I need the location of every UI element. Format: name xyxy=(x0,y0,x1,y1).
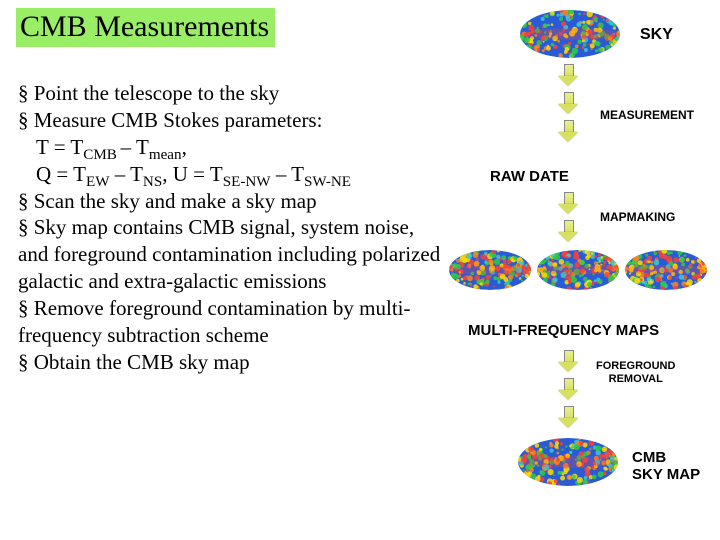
arrow-down-icon xyxy=(558,406,578,428)
bullet-item: Obtain the CMB sky map xyxy=(18,349,448,376)
bullet-item: Sky map contains CMB signal, system nois… xyxy=(18,214,448,295)
label-multi-freq: MULTI-FREQUENCY MAPS xyxy=(468,322,659,339)
cmb-sky-map xyxy=(518,438,618,486)
arrow-down-icon xyxy=(558,378,578,400)
arrow-down-icon xyxy=(558,92,578,114)
freq-map xyxy=(625,250,707,290)
slide-title: CMB Measurements xyxy=(16,8,275,47)
arrow-down-icon xyxy=(558,64,578,86)
bullet-continuation: Q = TEW – TNS, U = TSE-NW – TSW-NE xyxy=(18,161,448,188)
sky-map xyxy=(520,10,620,58)
freq-map xyxy=(449,250,531,290)
arrow-down-icon xyxy=(558,192,578,214)
label-raw-date: RAW DATE xyxy=(490,168,569,185)
label-foreground: FOREGROUNDREMOVAL xyxy=(596,360,675,385)
bullet-item: Scan the sky and make a sky map xyxy=(18,188,448,215)
bullet-continuation: T = TCMB – Tmean, xyxy=(18,134,448,161)
label-cmb-map: CMBSKY MAP xyxy=(632,450,700,483)
arrow-down-icon xyxy=(558,120,578,142)
freq-map xyxy=(537,250,619,290)
flow-diagram: SKY MEASUREMENT RAW DATE MAPMAKING MULTI… xyxy=(440,10,715,530)
bullet-item: Point the telescope to the sky xyxy=(18,80,448,107)
arrow-down-icon xyxy=(558,350,578,372)
label-mapmaking: MAPMAKING xyxy=(600,210,675,224)
bullet-item: Measure CMB Stokes parameters: xyxy=(18,107,448,134)
label-sky: SKY xyxy=(640,26,673,44)
label-measurement: MEASUREMENT xyxy=(600,108,694,122)
bullet-item: Remove foreground contamination by multi… xyxy=(18,295,448,349)
arrow-down-icon xyxy=(558,220,578,242)
bullet-list: Point the telescope to the sky Measure C… xyxy=(18,80,448,376)
